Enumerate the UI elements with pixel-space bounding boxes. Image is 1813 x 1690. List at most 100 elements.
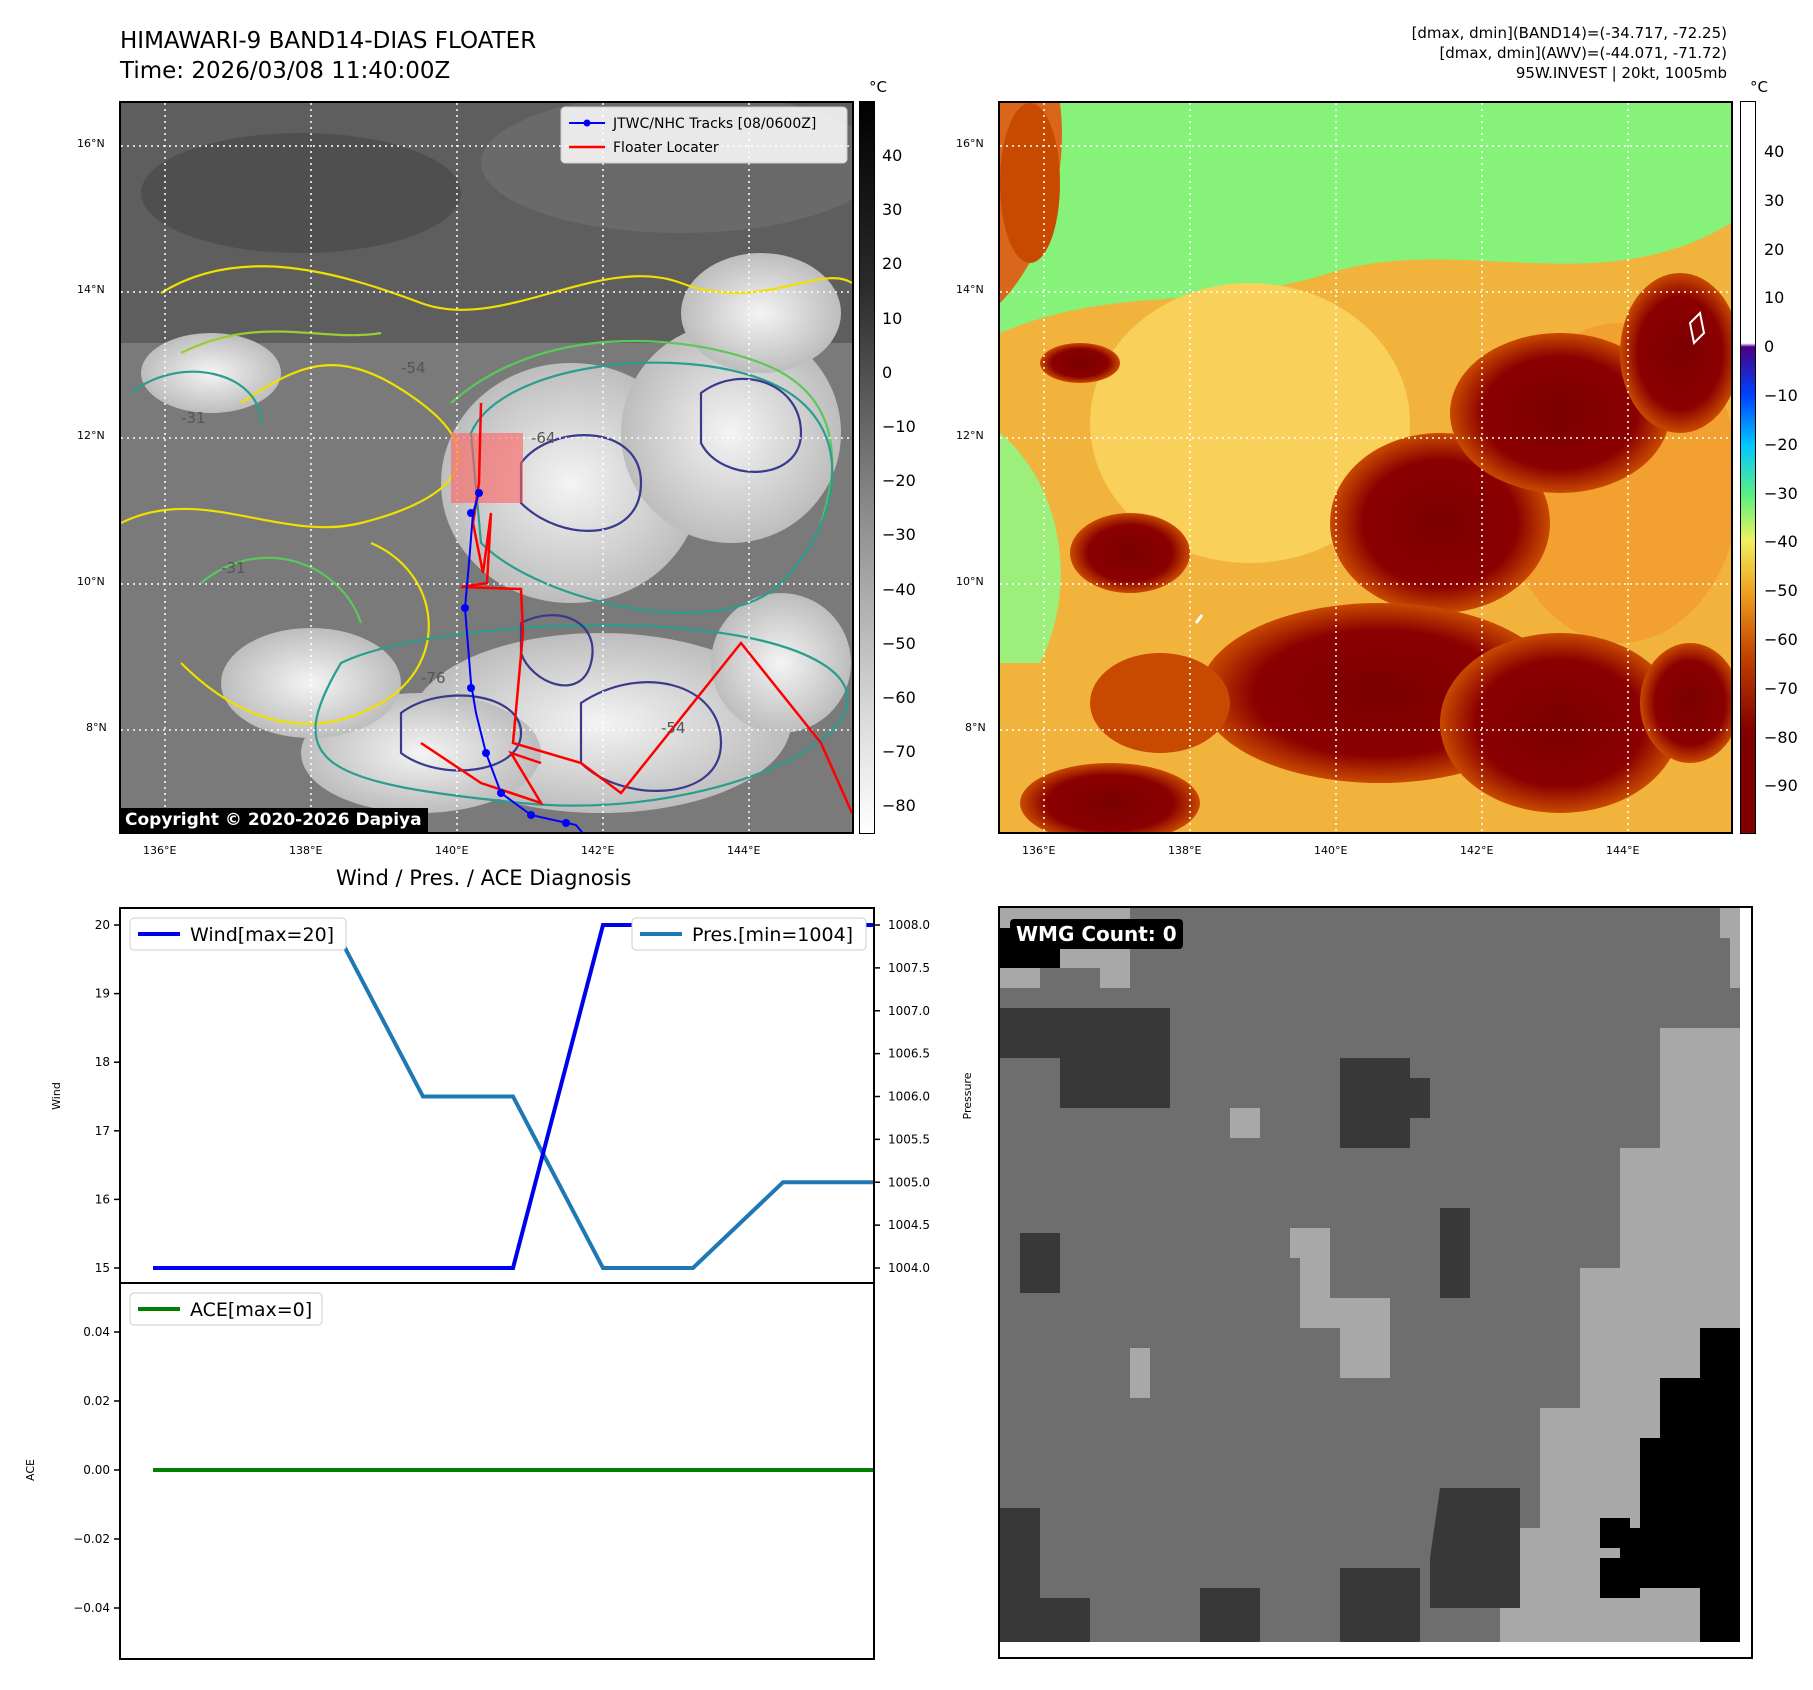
lon-label: 138°E <box>289 844 323 857</box>
contour-label: -54 <box>661 719 686 737</box>
axis-tick-label: 0.02 <box>83 1394 110 1408</box>
axis-tick-label: 0.04 <box>83 1325 110 1339</box>
colorbar-tick: −70 <box>1764 678 1798 698</box>
lat-label: 10°N <box>956 575 984 588</box>
colorbar-tick: −60 <box>1764 630 1798 649</box>
ace-legend-label: ACE[max=0] <box>190 1299 312 1321</box>
axis-tick-label: 17 <box>95 1124 110 1138</box>
colorbar-tick: −30 <box>882 525 916 545</box>
axis-tick-label: 1006.0 <box>888 1090 930 1104</box>
info-line-1: [dmax, dmin](BAND14)=(-34.717, -72.25) <box>1411 24 1727 42</box>
pressure-series-line <box>153 923 873 1270</box>
colorbar-tick: 10 <box>1764 288 1785 308</box>
lat-label: 12°N <box>77 429 105 442</box>
info-line-3: 95W.INVEST | 20kt, 1005mb <box>1515 64 1727 82</box>
lat-label: 8°N <box>86 721 107 734</box>
panel-title: HIMAWARI-9 BAND14-DIAS FLOATER <box>120 28 537 54</box>
panel-time: Time: 2026/03/08 11:40:00Z <box>120 58 451 84</box>
colorbar-tick: 20 <box>1764 239 1785 259</box>
lat-label: 16°N <box>956 137 984 150</box>
axis-tick-label: 19 <box>95 987 110 1001</box>
lat-label: 14°N <box>77 283 105 296</box>
axis-tick-label: −0.04 <box>73 1601 110 1615</box>
colorbar-tick: −20 <box>1764 434 1798 454</box>
wmg-panel <box>998 906 1753 1659</box>
lat-label: 12°N <box>956 429 984 442</box>
lon-label: 144°E <box>727 844 761 857</box>
wind-axis-label: Wind <box>50 1082 63 1110</box>
colorbar-tick: 10 <box>882 308 903 328</box>
color-map-panel <box>998 101 1733 834</box>
pressure-axis-label: Pressure <box>961 1072 974 1119</box>
axis-tick-label: 20 <box>95 918 110 932</box>
axis-tick-label: 1007.0 <box>888 1004 930 1018</box>
colorbar-tick: −10 <box>1764 386 1798 405</box>
colorbar-tick: −40 <box>882 579 916 599</box>
lon-label: 142°E <box>581 844 615 857</box>
legend-track-label: JTWC/NHC Tracks [08/0600Z] <box>612 116 816 132</box>
colorbar-tick: −40 <box>1764 532 1798 552</box>
pressure-legend: Pres.[min=1004] <box>631 917 867 951</box>
lon-label: 138°E <box>1168 844 1202 857</box>
ir-map-panel: -31 -54 -64 -76 -31 -54 JTWC/NHC Tracks … <box>119 101 854 834</box>
axis-tick-label: 0.00 <box>83 1463 110 1477</box>
colorbar-tick: −90 <box>1764 776 1798 796</box>
colorbar-tick: 0 <box>882 362 893 382</box>
lat-label: 8°N <box>965 721 986 734</box>
colorbar-tick: −20 <box>882 471 916 491</box>
colorbar-tick: −50 <box>1764 581 1798 601</box>
ace-axis-label: ACE <box>24 1459 37 1481</box>
axis-tick-label: 1004.5 <box>888 1218 930 1232</box>
contour-label: -54 <box>401 359 426 377</box>
colorbar-tick: −30 <box>1764 483 1798 503</box>
lon-label: 140°E <box>435 844 469 857</box>
colorbar-tick: −60 <box>882 688 916 707</box>
lon-label: 144°E <box>1606 844 1640 857</box>
colorbar-tick: −80 <box>882 796 916 816</box>
colorbar-tick: 40 <box>1764 142 1785 161</box>
axis-tick-label: 1005.0 <box>888 1175 930 1189</box>
ace-legend: ACE[max=0] <box>129 1292 323 1326</box>
colorbar-tick: −50 <box>882 633 916 653</box>
color-colorbar <box>1740 101 1756 834</box>
axis-tick-label: 1007.5 <box>888 961 930 975</box>
wind-legend-label: Wind[max=20] <box>190 924 334 946</box>
color-map-image <box>1000 103 1731 832</box>
lon-label: 136°E <box>1022 844 1056 857</box>
contour-label: -76 <box>421 669 446 687</box>
axis-tick-label: 1008.0 <box>888 918 930 932</box>
axis-tick-label: −0.02 <box>73 1532 110 1546</box>
diagnosis-chart: 20 19 18 17 16 15 1008.0 1007.5 1007.0 1006.5 100… <box>24 907 974 1660</box>
colorbar-tick: −70 <box>882 742 916 762</box>
lat-label: 10°N <box>77 575 105 588</box>
colorbar-tick: 0 <box>1764 337 1775 357</box>
ace-axes <box>119 1282 875 1660</box>
ir-map-image: -31 -54 -64 -76 -31 -54 JTWC/NHC Tracks … <box>121 103 852 832</box>
axis-tick-label: 1004.0 <box>888 1261 930 1275</box>
wind-legend: Wind[max=20] <box>129 917 347 951</box>
axis-tick-label: 15 <box>95 1261 110 1275</box>
lon-label: 140°E <box>1314 844 1348 857</box>
pressure-legend-label: Pres.[min=1004] <box>692 924 853 946</box>
wmg-count-badge: WMG Count: 0 <box>1010 919 1183 949</box>
legend-floater-label: Floater Locater <box>613 140 719 156</box>
colorbar-tick: 30 <box>1764 190 1785 210</box>
lat-label: 16°N <box>77 137 105 150</box>
lat-label: 14°N <box>956 283 984 296</box>
contour-label: -64 <box>531 429 556 447</box>
map-legend: JTWC/NHC Tracks [08/0600Z] Floater Locat… <box>560 106 848 164</box>
colorbar-tick: 20 <box>882 254 903 274</box>
lon-label: 136°E <box>143 844 177 857</box>
wmg-image <box>1000 908 1751 1657</box>
colorbar-tick: 30 <box>882 200 903 220</box>
colorbar-unit: °C <box>869 78 887 96</box>
colorbar-tick: −80 <box>1764 727 1798 747</box>
axis-tick-label: 1006.5 <box>888 1047 930 1061</box>
grayscale-colorbar <box>859 101 875 834</box>
diagnosis-title: Wind / Pres. / ACE Diagnosis <box>336 866 632 890</box>
contour-label: -31 <box>181 409 206 427</box>
axis-tick-label: 18 <box>95 1055 110 1069</box>
axis-tick-label: 16 <box>95 1192 110 1206</box>
contour-label: -31 <box>221 559 246 577</box>
copyright-badge: Copyright © 2020-2026 Dapiya <box>119 808 428 832</box>
